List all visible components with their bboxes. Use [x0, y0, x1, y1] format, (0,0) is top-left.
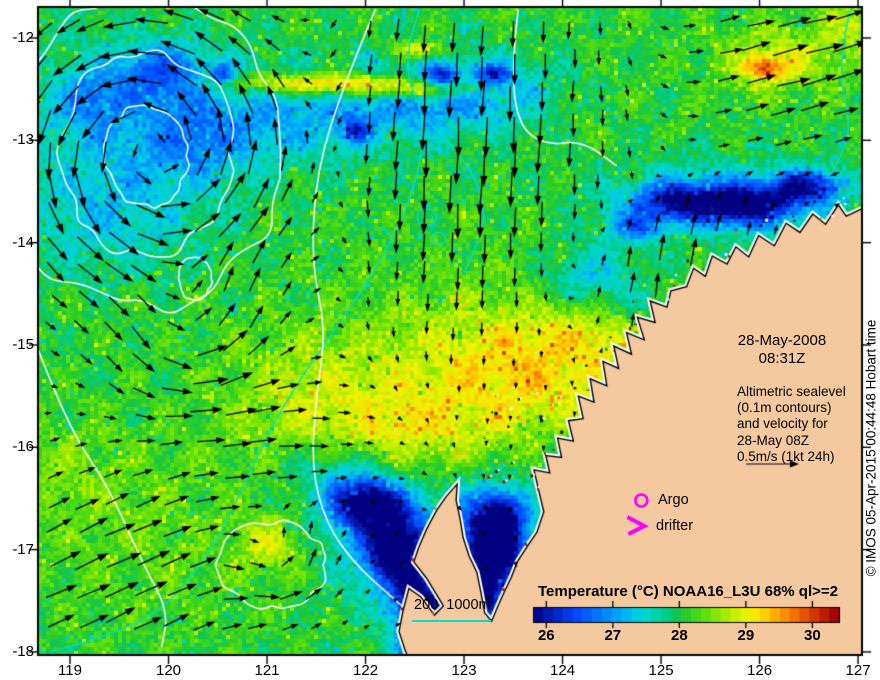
y-axis-tick-label: -16	[12, 438, 34, 456]
timestamp-block: 28-May-2008 08:31Z	[716, 332, 848, 368]
colorbar-tick-label: 30	[804, 627, 821, 644]
info-line: 28-May 08Z	[737, 432, 810, 448]
y-axis-tick-label: -15	[12, 335, 34, 353]
x-axis-tick-label: 119	[58, 662, 82, 679]
y-axis-tick-label: -14	[12, 233, 34, 251]
y-axis-tick-label: -13	[12, 131, 34, 149]
credit-text: © IMOS 05-Apr-2015 00:44:48 Hobart time	[863, 319, 879, 577]
info-line: 0.5m/s (1kt 24h)	[737, 448, 835, 464]
depth-contour-label: 200 1000m	[414, 597, 491, 613]
info-line: Altimetric sealevel	[737, 384, 846, 399]
drifter-label: drifter	[656, 518, 694, 534]
colorbar-tick-label: 28	[671, 627, 688, 644]
depth-contour-line	[412, 620, 491, 622]
date-text: 28-May-2008	[737, 332, 827, 349]
y-axis-tick-label: -12	[12, 29, 34, 46]
y-axis-tick-label: -17	[12, 540, 34, 558]
colorbar-tick-label: 26	[537, 627, 555, 644]
y-axis-tick-label: -18	[12, 642, 34, 660]
time-text: 08:31Z	[758, 350, 806, 367]
x-axis-tick-label: 126	[747, 662, 773, 679]
x-axis-tick-label: 124	[550, 662, 576, 679]
x-axis-tick-label: 123	[451, 662, 477, 679]
info-line: and velocity for	[737, 416, 828, 432]
x-axis-tick-label: 121	[254, 662, 280, 679]
velocity-legend-text: Altimetric sealevel (0.1m contours) and ve…	[737, 384, 846, 465]
colorbar-tick-label: 29	[737, 627, 755, 644]
colorbar-title: Temperature (°C) NOAA16_L3U 68% ql>=2	[538, 583, 838, 600]
x-axis-tick-label: 120	[156, 662, 182, 679]
argo-label: Argo	[658, 492, 689, 508]
x-axis-tick-label: 125	[648, 662, 674, 679]
info-line: (0.1m contours)	[737, 400, 832, 416]
x-axis-tick-label: 127	[845, 662, 871, 679]
x-axis-tick-label: 122	[353, 662, 379, 679]
colorbar-tick-label: 27	[604, 627, 622, 644]
